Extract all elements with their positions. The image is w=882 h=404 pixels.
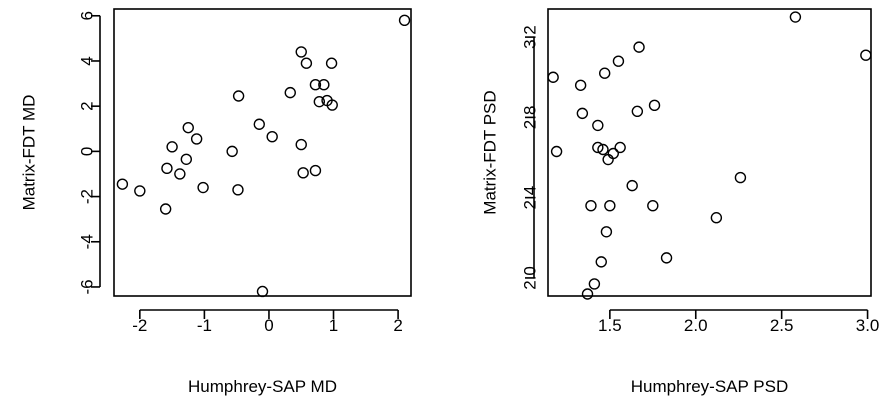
psd-data-point	[602, 153, 614, 166]
md-y-tick-label: 0	[77, 147, 96, 156]
psd-x-tick-label: 2.0	[684, 316, 708, 335]
psd-x-axis-title: Humphrey-SAP PSD	[631, 377, 788, 396]
md-y-tick-label: 2	[77, 101, 96, 110]
psd-data-point	[647, 199, 659, 212]
psd-y-axis-title: Matrix-FDT PSD	[480, 90, 499, 214]
psd-x-tick-label: 2.5	[770, 316, 794, 335]
md-data-point	[309, 164, 322, 177]
psd-data-point	[612, 55, 625, 67]
md-y-tick-label: -6	[77, 279, 96, 294]
md-data-point	[309, 79, 322, 91]
md-x-tick-label: -2	[132, 316, 147, 335]
psd-data-point	[626, 179, 638, 192]
md-y-tick-label: -4	[77, 234, 96, 249]
psd-scatter-panel: 1.5 2.0 2.5 3.0 2.0 2.4 2.8 3.2 Humphrey-SAP PSD…	[480, 8, 880, 396]
psd-data-point	[648, 99, 661, 112]
md-data-point	[182, 121, 194, 134]
md-data-point	[325, 57, 338, 69]
md-data-point	[313, 95, 326, 108]
md-data-point	[398, 14, 411, 26]
psd-y-tick-label: 3.2	[520, 25, 539, 49]
md-data-point	[166, 141, 178, 153]
md-data-point	[159, 203, 172, 215]
md-data-point	[318, 79, 330, 91]
psd-data-point	[633, 41, 645, 53]
psd-data-point	[595, 256, 607, 268]
psd-data-point	[588, 278, 601, 290]
md-data-point	[295, 138, 307, 151]
psd-data-point	[607, 147, 619, 160]
md-data-point	[232, 184, 244, 196]
md-data-point	[300, 57, 313, 69]
md-x-tick-label: 1	[329, 316, 338, 335]
psd-data-point	[574, 79, 587, 91]
md-y-tick-label: 6	[77, 11, 96, 20]
psd-data-point	[547, 71, 559, 83]
md-x-tick-label: 0	[264, 316, 273, 335]
psd-data-point	[598, 67, 611, 79]
psd-data-point	[597, 143, 609, 156]
md-y-tick-label: 4	[77, 56, 96, 65]
md-x-tick-label: -1	[197, 316, 212, 335]
md-y-tick-label: -2	[77, 189, 96, 204]
psd-data-point	[592, 141, 604, 154]
psd-data-point	[581, 288, 594, 300]
psd-data-point	[592, 119, 604, 132]
md-data-point	[232, 90, 245, 102]
psd-data-point	[600, 226, 613, 238]
psd-x-tick-label: 1.5	[598, 316, 622, 335]
md-data-point	[174, 168, 186, 180]
psd-data-point	[660, 252, 673, 264]
psd-data-point	[631, 105, 644, 118]
md-scatter-panel: -2 -1 0 1 2 -6 -4 -2 0 2 4 6 Humphrey-SAP MD Matrix-F…	[19, 8, 412, 396]
psd-y-tick-label: 2.0	[520, 266, 539, 290]
md-data-point	[180, 153, 193, 165]
md-data-point	[284, 86, 296, 99]
psd-data-point	[585, 199, 597, 212]
psd-data-point	[614, 141, 626, 154]
md-data-point	[326, 99, 338, 111]
md-x-axis-title: Humphrey-SAP MD	[188, 377, 337, 396]
psd-data-point	[789, 11, 802, 23]
psd-y-tick-label: 2.8	[520, 106, 539, 130]
md-data-point	[134, 185, 146, 197]
psd-data-point	[860, 49, 872, 61]
md-plot-frame	[113, 8, 412, 297]
psd-data-point	[604, 199, 616, 212]
psd-plot-frame	[547, 8, 872, 297]
psd-x-tick-label: 3.0	[856, 316, 880, 335]
psd-data-point	[576, 107, 589, 120]
psd-data-point	[710, 212, 723, 224]
md-data-point	[253, 118, 265, 130]
md-y-axis-title: Matrix-FDT MD	[19, 95, 38, 211]
psd-y-tick-label: 2.4	[520, 186, 539, 210]
md-data-point	[266, 130, 278, 143]
md-data-point	[226, 145, 238, 158]
psd-data-point	[734, 171, 747, 184]
md-x-tick-label: 2	[393, 316, 402, 335]
psd-data-point	[550, 145, 563, 158]
md-data-point	[190, 133, 203, 145]
md-data-point	[197, 181, 209, 194]
md-data-point	[116, 178, 129, 190]
md-data-point	[256, 285, 269, 298]
md-data-point	[161, 162, 173, 175]
md-data-point	[297, 167, 309, 179]
md-data-point	[295, 46, 307, 58]
